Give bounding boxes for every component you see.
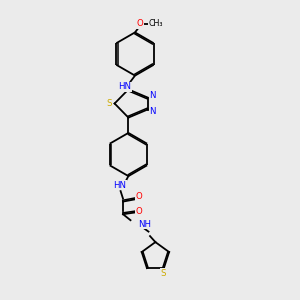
Text: NH: NH xyxy=(138,220,151,229)
Text: O: O xyxy=(137,19,143,28)
Text: S: S xyxy=(160,269,166,278)
Text: O: O xyxy=(135,207,142,216)
Text: S: S xyxy=(106,99,112,108)
Text: N: N xyxy=(149,92,156,100)
Text: O: O xyxy=(135,192,142,201)
Text: CH₃: CH₃ xyxy=(149,20,163,28)
Text: N: N xyxy=(149,106,156,116)
Text: HN: HN xyxy=(118,82,132,91)
Text: HN: HN xyxy=(113,181,127,190)
